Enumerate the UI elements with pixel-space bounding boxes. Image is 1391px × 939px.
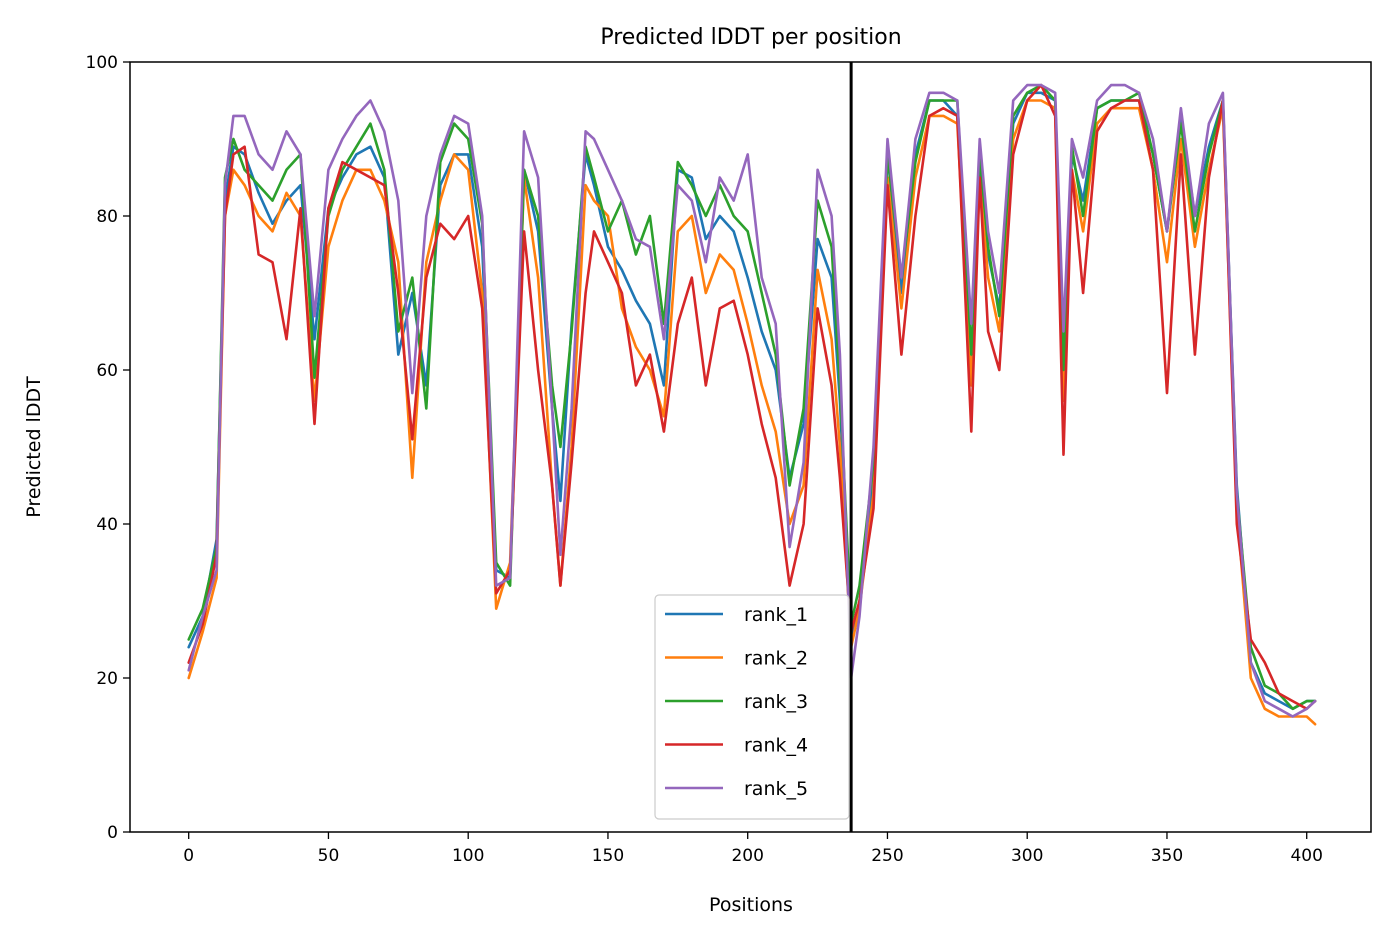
series-line-rank_4 xyxy=(187,83,1317,711)
plot-frame xyxy=(129,61,1372,833)
legend-label-rank_4: rank_4 xyxy=(744,735,808,757)
y-tick-label: 100 xyxy=(86,53,118,73)
y-tick-label: 20 xyxy=(96,669,118,689)
x-axis-label: Positions xyxy=(709,894,793,916)
x-tick-label: 250 xyxy=(871,846,903,866)
x-tick-label: 200 xyxy=(731,846,763,866)
x-tick-label: 350 xyxy=(1151,846,1183,866)
y-tick-label: 60 xyxy=(96,361,118,381)
legend-box xyxy=(654,594,850,820)
legend-label-rank_5: rank_5 xyxy=(744,778,808,800)
x-tick-label: 100 xyxy=(452,846,484,866)
x-tick-label: 150 xyxy=(592,846,624,866)
series-layer xyxy=(187,83,1317,726)
y-axis: 0 20 40 60 80 100 xyxy=(86,53,130,843)
x-tick-label: 0 xyxy=(183,846,194,866)
legend: rank_1 rank_2 rank_3 rank_4 rank_5 xyxy=(654,594,850,820)
legend-label-rank_3: rank_3 xyxy=(744,691,808,713)
y-tick-label: 80 xyxy=(96,207,118,227)
y-axis-label: Predicted lDDT xyxy=(23,376,45,518)
x-tick-label: 300 xyxy=(1011,846,1043,866)
chart-title: Predicted lDDT per position xyxy=(600,25,901,50)
x-tick-label: 50 xyxy=(318,846,340,866)
x-tick-label: 400 xyxy=(1290,846,1322,866)
x-axis: 0 50 100 150 200 250 300 350 400 xyxy=(183,832,1323,866)
series-line-rank_3 xyxy=(187,83,1317,711)
series-line-rank_5 xyxy=(187,83,1317,718)
legend-label-rank_2: rank_2 xyxy=(744,648,808,670)
y-tick-label: 0 xyxy=(107,823,118,843)
plot-area xyxy=(129,61,1372,833)
y-tick-label: 40 xyxy=(96,515,118,535)
legend-label-rank_1: rank_1 xyxy=(744,604,808,626)
